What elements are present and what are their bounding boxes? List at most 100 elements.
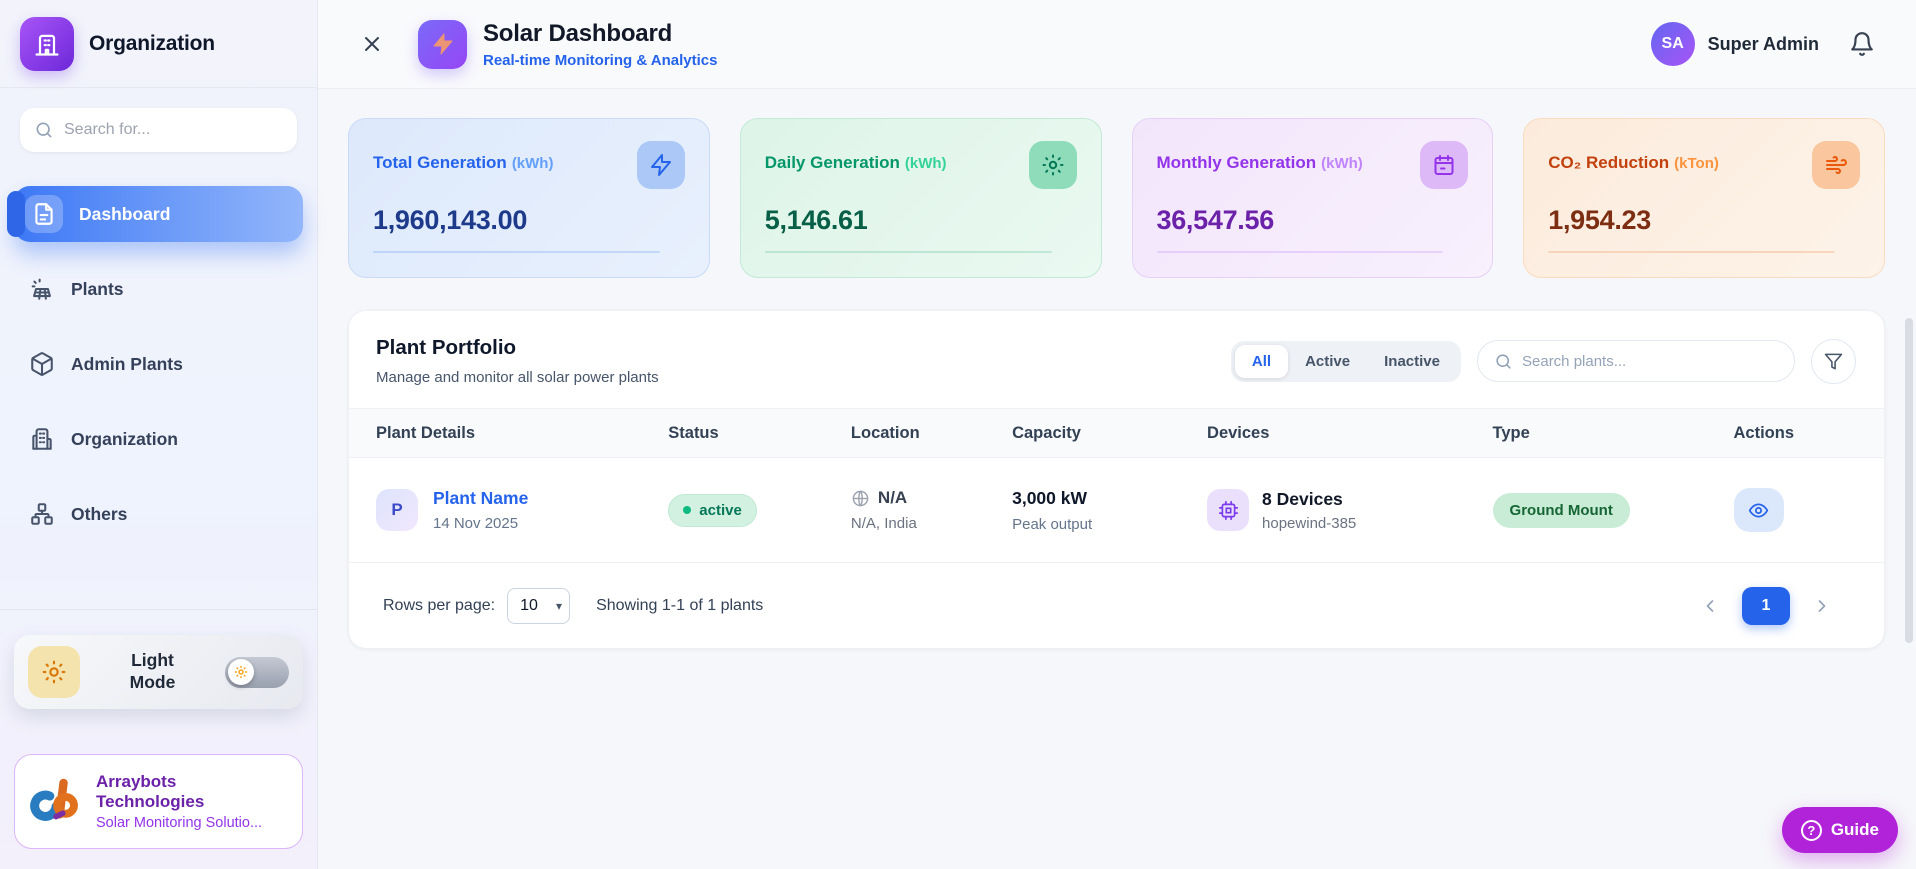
capacity-value: 3,000 kW — [1012, 487, 1087, 508]
stat-value: 1,954.23 — [1548, 205, 1651, 235]
hierarchy-icon — [29, 501, 55, 527]
chevron-left-icon — [1706, 599, 1714, 612]
location-primary: N/A — [851, 488, 1012, 508]
page-subtitle: Real-time Monitoring & Analytics — [483, 51, 718, 69]
portfolio-titles: Plant Portfolio Manage and monitor all s… — [376, 336, 659, 386]
notifications-button[interactable] — [1849, 31, 1875, 57]
location-secondary: N/A, India — [850, 515, 917, 532]
col-actions: Actions — [1733, 408, 1884, 458]
stat-card-monthly-generation: Monthly Generation (kWh) 36,547.56 — [1131, 118, 1494, 278]
stat-card-total-generation: Total Generation (kWh) 1,960,143.00 — [348, 118, 710, 278]
arraybots-branding-card[interactable]: Arraybots Technologies Solar Monitoring … — [14, 754, 303, 849]
sidebar-header: Organization — [0, 0, 317, 88]
sidebar-footer: Light Mode Array — [0, 609, 317, 869]
search-icon — [1496, 353, 1511, 369]
plant-portfolio-card: Plant Portfolio Manage and monitor all s… — [348, 310, 1885, 649]
devices-count: 8 Devices — [1262, 488, 1343, 509]
sidebar-nav: Dashboard Plants Admin Plants — [0, 186, 317, 542]
col-plant-details: Plant Details — [349, 408, 669, 458]
sidebar-item-label: Organization — [71, 428, 178, 449]
stat-underline — [373, 251, 660, 253]
organization-logo-icon — [20, 16, 74, 71]
rows-per-page-label: Rows per page: — [383, 596, 496, 614]
stat-title: Monthly Generation (kWh) — [1156, 153, 1363, 172]
light-mode-label: Light Mode — [129, 650, 176, 692]
prev-page-button[interactable] — [1696, 592, 1724, 620]
user-avatar[interactable]: SA — [1650, 22, 1695, 66]
col-status: Status — [668, 408, 851, 458]
plant-search-input[interactable] — [1522, 352, 1778, 370]
tab-active[interactable]: Active — [1288, 345, 1367, 378]
content: Total Generation (kWh) 1,960,143.00 Daily… — [318, 89, 1916, 869]
stat-underline — [764, 251, 1052, 253]
bell-icon — [1851, 32, 1873, 56]
guide-label: Guide — [1830, 820, 1879, 839]
arraybots-text: Arraybots Technologies Solar Monitoring … — [96, 771, 263, 832]
type-badge: Ground Mount — [1492, 492, 1630, 528]
rows-per-page-select-wrap: 10 — [507, 587, 571, 624]
stat-card-co2-reduction: CO₂ Reduction (kTon) 1,954.23 — [1523, 118, 1885, 278]
stat-underline — [1548, 251, 1836, 253]
table-row: P Plant Name 14 Nov 2025 active — [349, 457, 1884, 563]
light-mode-card: Light Mode — [14, 635, 303, 709]
next-page-button[interactable] — [1808, 592, 1836, 620]
portfolio-title: Plant Portfolio — [376, 336, 517, 359]
document-icon — [25, 195, 63, 233]
status-dot — [683, 506, 692, 514]
col-type: Type — [1492, 408, 1734, 458]
pagination-summary: Showing 1-1 of 1 plants — [596, 596, 764, 614]
sidebar-item-admin-plants[interactable]: Admin Plants — [14, 336, 303, 392]
chevron-right-icon — [1818, 599, 1826, 612]
brand-name: Organization — [89, 31, 215, 55]
user-area: SA Super Admin — [1650, 22, 1875, 66]
calendar-icon — [1420, 141, 1469, 189]
arraybots-logo-icon — [29, 775, 83, 829]
main-area: Solar Dashboard Real-time Monitoring & A… — [318, 0, 1916, 869]
col-capacity: Capacity — [1012, 408, 1208, 458]
sidebar-item-label: Admin Plants — [71, 353, 183, 374]
solar-app-logo-icon — [418, 19, 467, 69]
scrollbar-thumb[interactable] — [1905, 318, 1913, 643]
page-1-button[interactable]: 1 — [1742, 586, 1790, 625]
sidebar-item-organization[interactable]: Organization — [14, 411, 303, 467]
sun-icon — [1028, 141, 1077, 189]
status-filter-tabs: All Active Inactive — [1230, 340, 1461, 382]
rows-per-page-select[interactable]: 10 — [507, 587, 571, 624]
portfolio-subtitle: Manage and monitor all solar power plant… — [376, 369, 659, 386]
stat-card-daily-generation: Daily Generation (kWh) 5,146.61 — [739, 118, 1102, 278]
tab-inactive[interactable]: Inactive — [1367, 345, 1457, 378]
table-footer: Rows per page: 10 Showing 1-1 of 1 plant… — [349, 563, 1884, 648]
app-titles: Solar Dashboard Real-time Monitoring & A… — [483, 20, 717, 69]
funnel-icon — [1824, 353, 1843, 369]
sidebar-search-input[interactable] — [64, 121, 283, 139]
sidebar-item-dashboard[interactable]: Dashboard — [7, 186, 303, 242]
close-button[interactable] — [360, 32, 384, 56]
col-devices: Devices — [1207, 408, 1493, 458]
pager: 1 — [1696, 586, 1836, 625]
guide-button[interactable]: ? Guide — [1781, 807, 1898, 853]
portfolio-header: Plant Portfolio Manage and monitor all s… — [349, 311, 1884, 408]
stat-title: Daily Generation (kWh) — [764, 153, 947, 172]
building-icon — [29, 426, 55, 452]
bolt-icon — [636, 141, 685, 189]
sidebar-search — [20, 108, 297, 152]
light-mode-toggle[interactable] — [224, 656, 289, 688]
close-icon — [365, 37, 379, 51]
view-plant-button[interactable] — [1733, 488, 1784, 532]
stat-title: CO₂ Reduction (kTon) — [1548, 153, 1719, 172]
main-header: Solar Dashboard Real-time Monitoring & A… — [318, 0, 1916, 89]
sidebar-item-others[interactable]: Others — [14, 486, 303, 542]
status-badge: active — [668, 493, 757, 527]
capacity-note: Peak output — [1012, 515, 1093, 533]
stats-row: Total Generation (kWh) 1,960,143.00 Daily… — [348, 118, 1885, 278]
sidebar-item-plants[interactable]: Plants — [14, 261, 303, 317]
plant-name-link[interactable]: Plant Name — [433, 488, 529, 508]
stat-value: 36,547.56 — [1156, 205, 1275, 235]
wind-icon — [1812, 141, 1860, 189]
tab-all[interactable]: All — [1234, 344, 1289, 378]
stat-value: 5,146.61 — [764, 205, 868, 235]
eye-icon — [1748, 503, 1769, 517]
stat-title: Total Generation (kWh) — [373, 153, 554, 172]
filter-button[interactable] — [1811, 338, 1856, 384]
devices-cell: 8 Devices hopewind-385 — [1207, 489, 1493, 532]
